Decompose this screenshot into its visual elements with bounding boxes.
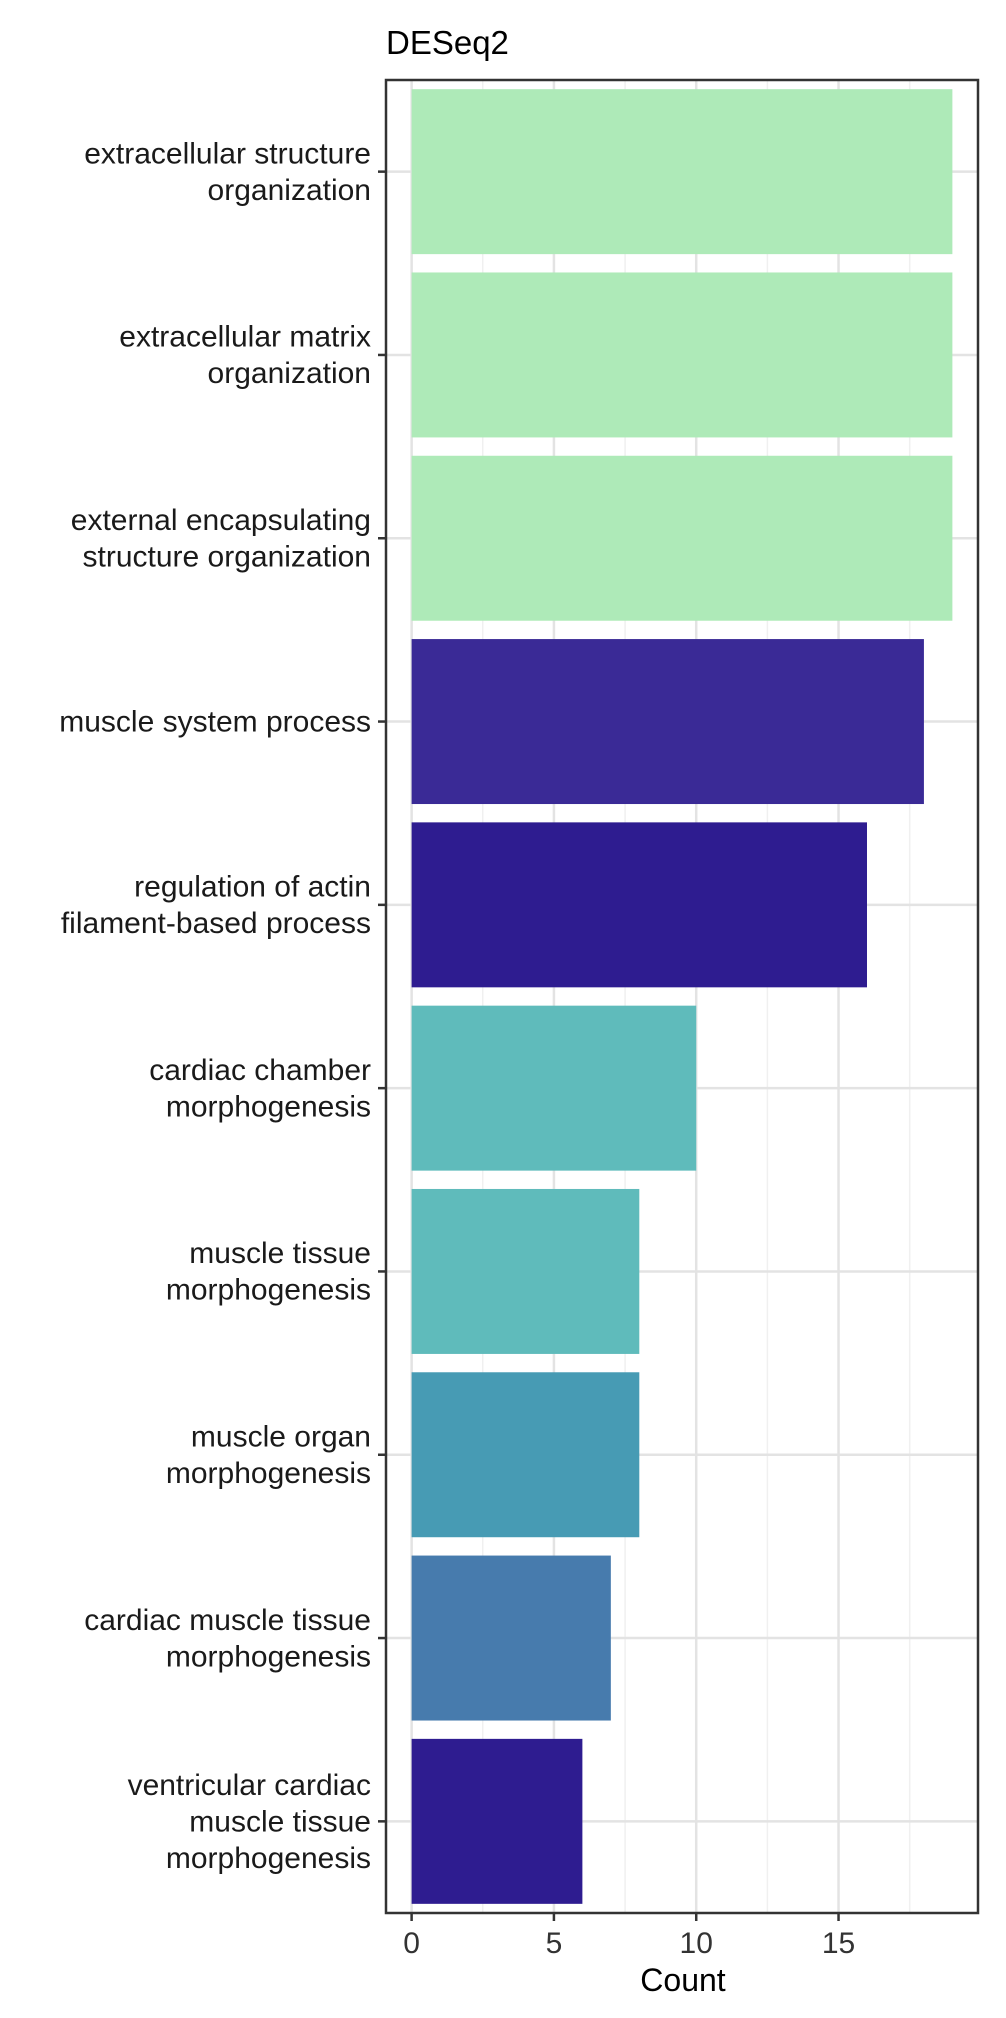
category-label: organization — [208, 174, 371, 207]
category-label: morphogenesis — [166, 1274, 371, 1307]
x-tick-label: 10 — [680, 1927, 713, 1960]
category-label: muscle organ — [191, 1421, 371, 1454]
x-tick-label: 5 — [546, 1927, 563, 1960]
category-label: morphogenesis — [166, 1090, 371, 1123]
category-label: extracellular structure — [84, 137, 371, 170]
category-label: filament-based process — [61, 907, 371, 940]
category-label: external encapsulating — [71, 504, 371, 537]
category-label: morphogenesis — [166, 1842, 371, 1875]
bar — [411, 1005, 697, 1171]
bar — [411, 1188, 640, 1354]
bar — [411, 272, 953, 438]
x-tick-label: 15 — [822, 1927, 855, 1960]
category-label: structure organization — [83, 541, 372, 574]
category-label: ventricular cardiac — [128, 1769, 371, 1802]
bar — [411, 89, 953, 255]
category-label: muscle system process — [59, 706, 371, 739]
category-label: muscle tissue — [189, 1237, 371, 1270]
category-label: muscle tissue — [189, 1805, 371, 1838]
bar — [411, 1738, 583, 1904]
category-label: regulation of actin — [134, 871, 371, 904]
bar — [411, 1372, 640, 1538]
plot-area: extracellular structureorganizationextra… — [59, 78, 980, 1960]
bar — [411, 455, 953, 621]
bar — [411, 1555, 611, 1721]
category-label: extracellular matrix — [119, 321, 371, 354]
panel-border — [384, 78, 980, 1915]
bar — [411, 639, 924, 805]
category-label: organization — [208, 357, 371, 390]
x-axis-title: Count — [640, 1962, 726, 1998]
category-label: morphogenesis — [166, 1457, 371, 1490]
category-label: morphogenesis — [166, 1640, 371, 1673]
x-tick-label: 0 — [403, 1927, 420, 1960]
category-label: cardiac chamber — [149, 1054, 371, 1087]
bar — [411, 822, 867, 988]
chart-title: DESeq2 — [386, 24, 509, 61]
category-label: cardiac muscle tissue — [84, 1604, 371, 1637]
